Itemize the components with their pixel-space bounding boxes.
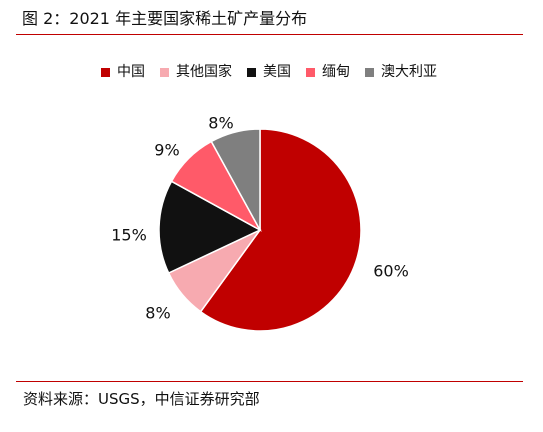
pie-label-other-countries: 8% [145, 304, 170, 323]
pie-labels: 60% 8% 15% 9% 8% [111, 114, 409, 323]
legend-label-australia: 澳大利亚 [381, 64, 437, 80]
pie-label-australia: 8% [208, 114, 233, 133]
legend-label-other-countries: 其他国家 [176, 64, 232, 80]
legend-swatch-other-countries [160, 67, 169, 77]
legend-label-usa: 美国 [263, 64, 291, 80]
legend-label-myanmar: 缅甸 [322, 64, 350, 80]
pie-slice-australia [210, 128, 261, 231]
pie-label-myanmar: 9% [154, 141, 179, 160]
legend-label-china: 中国 [117, 64, 145, 80]
chart-title: 图 2：2021 年主要国家稀土矿产量分布 [22, 9, 308, 28]
pie-label-china: 60% [373, 262, 409, 281]
pie-slice-china [199, 128, 362, 332]
legend-item-china: 中国 [101, 63, 145, 81]
top-divider [16, 34, 523, 35]
legend-item-other-countries: 其他国家 [160, 63, 232, 81]
pie-slices [158, 128, 362, 332]
legend-swatch-australia [365, 67, 374, 77]
legend-item-australia: 澳大利亚 [365, 63, 437, 81]
legend-item-usa: 美国 [247, 63, 291, 81]
source-note: 资料来源：USGS，中信证券研究部 [23, 390, 260, 408]
legend-swatch-usa [247, 67, 256, 77]
legend-item-myanmar: 缅甸 [306, 63, 350, 81]
legend: 中国 其他国家 美国 缅甸 澳大利亚 [101, 63, 452, 81]
legend-swatch-myanmar [306, 67, 315, 77]
pie-label-usa: 15% [111, 226, 147, 245]
pie-slice-usa [158, 180, 262, 275]
legend-swatch-china [101, 67, 110, 77]
bottom-divider [16, 381, 523, 382]
